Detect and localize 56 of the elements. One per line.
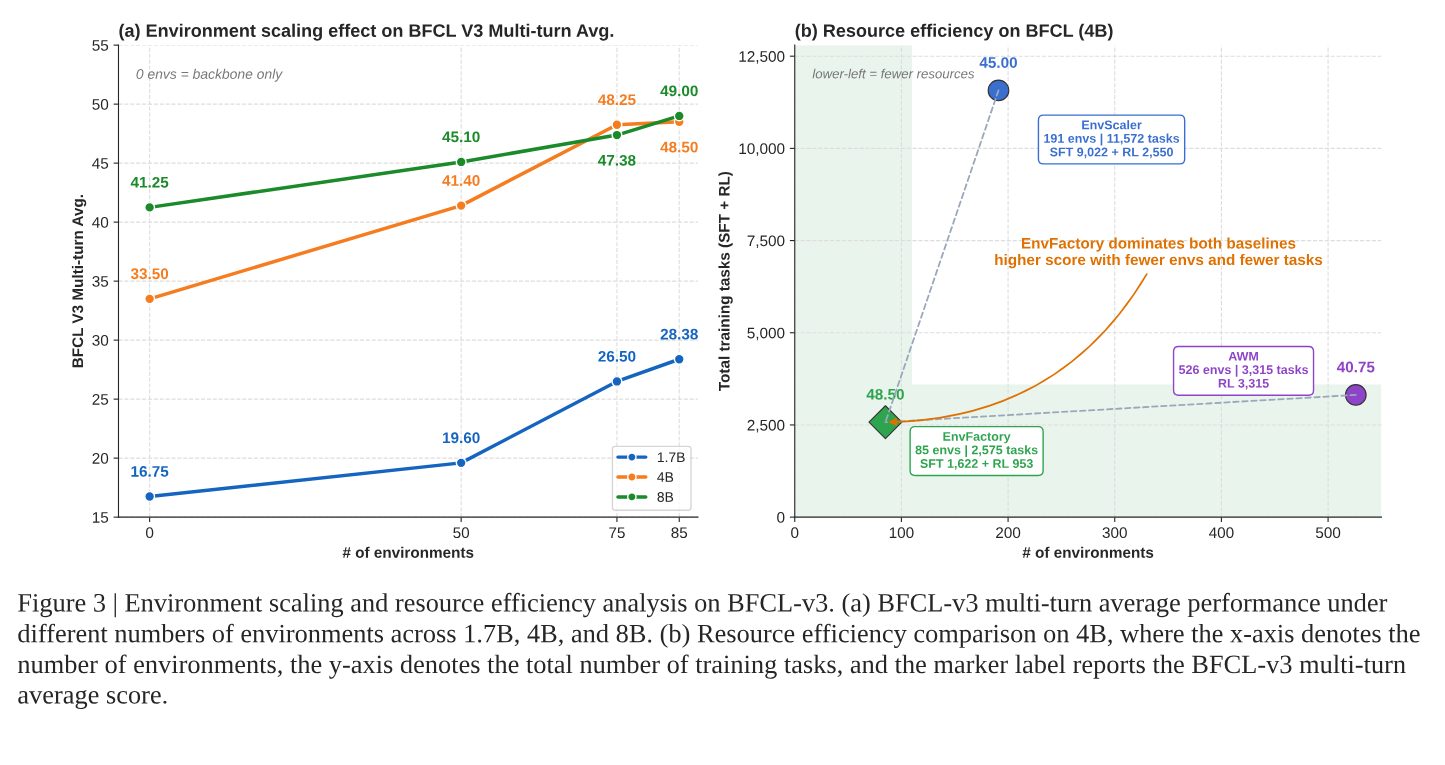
- x-tick-label: 0: [145, 527, 154, 539]
- data-label: 48.50: [660, 141, 698, 153]
- y-tick-label: 50: [92, 99, 109, 110]
- x-tick-label: 85: [671, 527, 688, 539]
- legend-label: 4B: [657, 472, 674, 482]
- annotation: AWM 526 envs | 3,315 tasks RL 3,315: [1178, 351, 1309, 390]
- annotation: 0 envs = backbone only: [136, 68, 283, 82]
- annotation: 40.75: [1336, 361, 1375, 373]
- annotation: EnvFactory dominates both baselines higher score with fewer envs and fewer tasks: [995, 237, 1323, 269]
- x-tick-label: 100: [889, 527, 914, 539]
- chart-title: (b) Resource efficiency on BFCL (4B): [795, 23, 1113, 41]
- y-tick-label: 0: [777, 512, 785, 523]
- data-label: 19.60: [443, 432, 480, 444]
- data-label: 41.25: [130, 176, 169, 188]
- y-tick-label: 55: [92, 40, 109, 51]
- annotation: EnvFactory 85 envs | 2,575 tasks SFT 1,622 + RL 953: [915, 432, 1038, 470]
- y-tick-label: 40: [92, 217, 109, 228]
- x-tick-label: 50: [453, 527, 470, 539]
- x-tick-label: 500: [1315, 527, 1341, 539]
- y-axis-title: BFCL V3 Multi-turn Avg.: [71, 195, 87, 368]
- y-tick-label: 5,000: [747, 327, 785, 341]
- data-label: 33.50: [130, 268, 169, 280]
- annotation: lower-left = fewer resources: [812, 68, 975, 79]
- y-tick-label: 20: [92, 453, 109, 464]
- data-label: 48.25: [598, 94, 636, 106]
- y-tick-label: 10,000: [739, 143, 785, 156]
- x-tick-label: 400: [1209, 527, 1234, 539]
- annotation: 45.00: [979, 57, 1017, 68]
- chart-title: (a) Environment scaling effect on BFCL V3 Multi-turn Avg.: [119, 23, 614, 41]
- x-tick-label: 200: [996, 527, 1021, 539]
- x-axis-title: # of environments: [342, 546, 474, 558]
- y-tick-label: 12,500: [739, 51, 785, 64]
- data-label: 47.38: [598, 154, 636, 166]
- data-label: 41.40: [442, 175, 480, 186]
- y-tick-label: 7,500: [747, 235, 785, 249]
- y-tick-label: 45: [92, 158, 109, 169]
- y-tick-label: 25: [92, 394, 109, 405]
- caption: Figure 3 | Environment scaling and resource efficiency analysis on BFCL-v3. (a) BFCL-v3 multi-turn average performance under different numbers of environments across 1.7B, 4B, and 8B. (b) Resource efficiency comparison on 4B, where the x-axis denotes the number of environments, the y-axis denotes the total number of training tasks, and the marker label reports the BFCL-v3 multi-turn average score.: [17, 592, 1420, 710]
- x-tick-label: 0: [791, 527, 799, 539]
- data-label: 49.00: [660, 85, 698, 97]
- x-tick-label: 300: [1102, 527, 1127, 539]
- legend-label: 8B: [657, 492, 674, 502]
- data-label: 28.38: [660, 328, 698, 340]
- x-axis-title: # of environments: [1022, 546, 1154, 558]
- y-tick-label: 2,500: [747, 419, 785, 433]
- legend-label: 1.7B: [657, 452, 685, 462]
- data-label: 16.75: [131, 465, 169, 477]
- data-label: 45.10: [442, 131, 480, 143]
- y-tick-label: 35: [92, 276, 109, 287]
- annotation: EnvScaler 191 envs | 11,572 tasks SFT 9,022 + RL 2,550: [1044, 120, 1180, 159]
- annotation: 48.50: [866, 388, 904, 400]
- y-tick-label: 15: [92, 512, 109, 523]
- x-tick-label: 75: [609, 527, 625, 539]
- y-axis-title: Total training tasks (SFT + RL): [718, 171, 733, 391]
- y-tick-label: 30: [92, 335, 109, 346]
- data-label: 26.50: [598, 350, 636, 362]
